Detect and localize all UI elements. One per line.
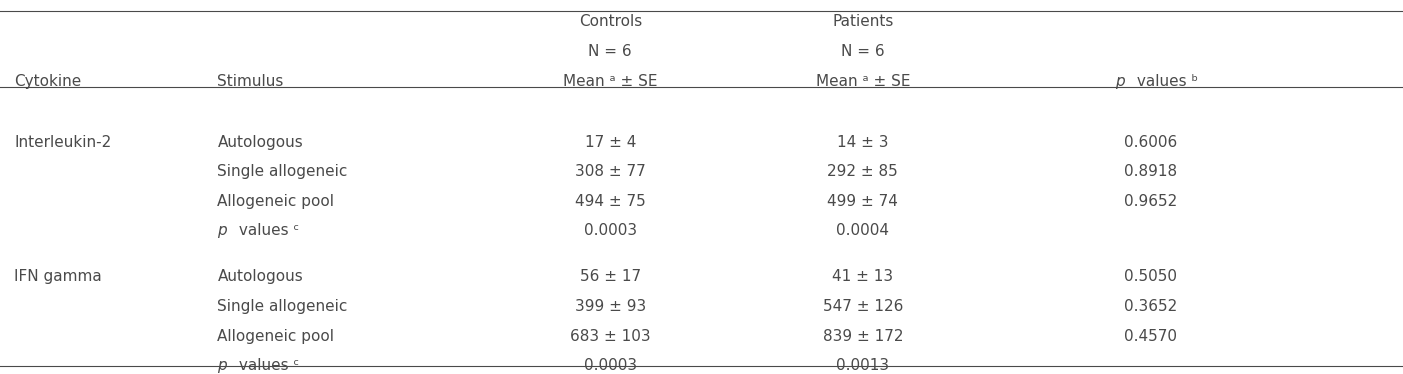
Text: N = 6: N = 6 <box>588 44 633 59</box>
Text: Mean ᵃ ± SE: Mean ᵃ ± SE <box>815 74 911 89</box>
Text: 683 ± 103: 683 ± 103 <box>570 329 651 344</box>
Text: 0.9652: 0.9652 <box>1124 194 1177 209</box>
Text: 41 ± 13: 41 ± 13 <box>832 269 894 284</box>
Text: Single allogeneic: Single allogeneic <box>217 164 348 179</box>
Text: 14 ± 3: 14 ± 3 <box>838 135 888 150</box>
Text: values ᶜ: values ᶜ <box>234 358 299 373</box>
Text: Single allogeneic: Single allogeneic <box>217 299 348 314</box>
Text: 0.4570: 0.4570 <box>1124 329 1177 344</box>
Text: 499 ± 74: 499 ± 74 <box>828 194 898 209</box>
Text: 494 ± 75: 494 ± 75 <box>575 194 645 209</box>
Text: 0.0003: 0.0003 <box>584 358 637 373</box>
Text: values ᶜ: values ᶜ <box>234 224 299 239</box>
Text: p: p <box>217 358 227 373</box>
Text: p: p <box>1115 74 1125 89</box>
Text: Stimulus: Stimulus <box>217 74 283 89</box>
Text: 839 ± 172: 839 ± 172 <box>822 329 904 344</box>
Text: 0.8918: 0.8918 <box>1124 164 1177 179</box>
Text: Autologous: Autologous <box>217 269 303 284</box>
Text: 547 ± 126: 547 ± 126 <box>822 299 904 314</box>
Text: Controls: Controls <box>578 15 643 30</box>
Text: 0.6006: 0.6006 <box>1124 135 1177 150</box>
Text: Mean ᵃ ± SE: Mean ᵃ ± SE <box>563 74 658 89</box>
Text: 0.3652: 0.3652 <box>1124 299 1177 314</box>
Text: Autologous: Autologous <box>217 135 303 150</box>
Text: 0.0013: 0.0013 <box>836 358 890 373</box>
Text: Interleukin-2: Interleukin-2 <box>14 135 111 150</box>
Text: N = 6: N = 6 <box>840 44 885 59</box>
Text: values ᵇ: values ᵇ <box>1132 74 1198 89</box>
Text: Patients: Patients <box>832 15 894 30</box>
Text: 56 ± 17: 56 ± 17 <box>579 269 641 284</box>
Text: 399 ± 93: 399 ± 93 <box>575 299 645 314</box>
Text: 0.0004: 0.0004 <box>836 224 890 239</box>
Text: 308 ± 77: 308 ± 77 <box>575 164 645 179</box>
Text: Cytokine: Cytokine <box>14 74 81 89</box>
Text: IFN gamma: IFN gamma <box>14 269 102 284</box>
Text: 0.5050: 0.5050 <box>1124 269 1177 284</box>
Text: 17 ± 4: 17 ± 4 <box>585 135 636 150</box>
Text: 0.0003: 0.0003 <box>584 224 637 239</box>
Text: p: p <box>217 224 227 239</box>
Text: Allogeneic pool: Allogeneic pool <box>217 329 334 344</box>
Text: Allogeneic pool: Allogeneic pool <box>217 194 334 209</box>
Text: 292 ± 85: 292 ± 85 <box>828 164 898 179</box>
